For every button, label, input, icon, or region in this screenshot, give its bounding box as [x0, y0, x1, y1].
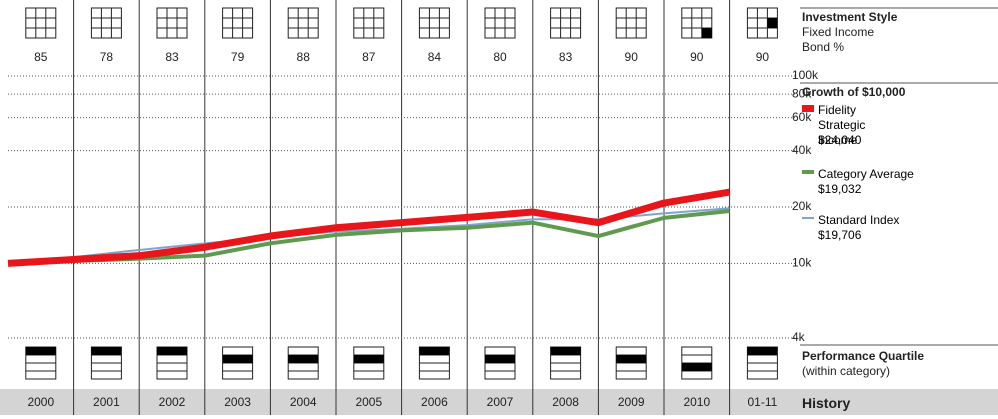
y-tick-label: 60k [792, 110, 812, 124]
quartile-mark [353, 355, 384, 363]
quartile-mark [25, 347, 56, 355]
legend-swatch [802, 217, 814, 219]
y-tick-label: 20k [792, 199, 812, 213]
style-box [681, 7, 713, 39]
quartile-mark [747, 347, 778, 355]
style-box [550, 7, 582, 39]
bond-pct: 87 [362, 50, 376, 64]
style-subtitle: Fixed Income [802, 25, 875, 39]
x-tick-label: 2005 [355, 395, 382, 409]
quartile-mark [91, 347, 122, 355]
x-tick-label: 01-11 [747, 395, 777, 409]
bond-pct: 84 [428, 50, 442, 64]
quartile-mark [550, 347, 581, 355]
bond-pct: 90 [690, 50, 704, 64]
bond-pct: 90 [756, 50, 770, 64]
history-title: History [802, 395, 851, 411]
style-box [418, 7, 450, 39]
x-tick-label: 2010 [683, 395, 710, 409]
quartile-mark [616, 355, 647, 363]
bond-pct: 83 [559, 50, 573, 64]
legend-name: Category Average [818, 167, 914, 181]
style-box [615, 7, 647, 39]
bond-pct: 90 [625, 50, 639, 64]
bond-pct: 83 [165, 50, 179, 64]
legend-swatch [802, 170, 814, 174]
style-title: Investment Style [802, 10, 898, 24]
style-box [484, 7, 516, 39]
x-tick-label: 2008 [552, 395, 579, 409]
growth-title: Growth of $10,000 [802, 85, 906, 99]
x-tick-label: 2000 [27, 395, 54, 409]
y-tick-label: 10k [792, 256, 812, 270]
legend-name: Standard Index [818, 213, 900, 227]
bond-pct: 79 [231, 50, 245, 64]
history-band [0, 389, 998, 415]
legend-swatch [802, 105, 814, 112]
legend-value: $19,032 [818, 182, 862, 196]
y-tick-label: 80k [792, 86, 812, 100]
style-cell [701, 28, 712, 38]
style-cell [767, 18, 778, 28]
series-line [7, 188, 731, 267]
y-tick-label: 100k [792, 68, 819, 82]
quartile-subtitle: (within category) [802, 364, 891, 378]
quartile-mark [157, 347, 187, 355]
x-tick-label: 2003 [224, 395, 251, 409]
y-tick-label: 4k [792, 330, 806, 344]
legend-value: $19,706 [818, 228, 862, 242]
x-tick-label: 2004 [290, 395, 317, 409]
x-tick-label: 2002 [159, 395, 186, 409]
quartile-mark [288, 355, 319, 363]
style-metric: Bond % [802, 40, 845, 54]
x-tick-label: 2006 [421, 395, 448, 409]
legend-value: $24,040 [818, 133, 862, 147]
quartile-mark [485, 355, 515, 363]
quartile-mark [681, 363, 712, 371]
legend-name: Fidelity Strategic Income [818, 103, 866, 147]
bond-pct: 78 [100, 50, 114, 64]
style-box [353, 7, 385, 39]
style-box [156, 7, 188, 39]
quartile-mark [222, 355, 253, 363]
x-tick-label: 2009 [618, 395, 645, 409]
quartile-mark [419, 347, 450, 355]
style-box [25, 7, 57, 39]
bond-pct: 88 [297, 50, 311, 64]
style-box [287, 7, 319, 39]
style-box [222, 7, 254, 39]
bond-pct: 85 [34, 50, 48, 64]
x-tick-label: 2001 [93, 395, 120, 409]
y-tick-label: 40k [792, 143, 812, 157]
x-tick-label: 2007 [487, 395, 514, 409]
quartile-title: Performance Quartile [802, 349, 925, 363]
bond-pct: 80 [493, 50, 507, 64]
style-box [90, 7, 122, 39]
